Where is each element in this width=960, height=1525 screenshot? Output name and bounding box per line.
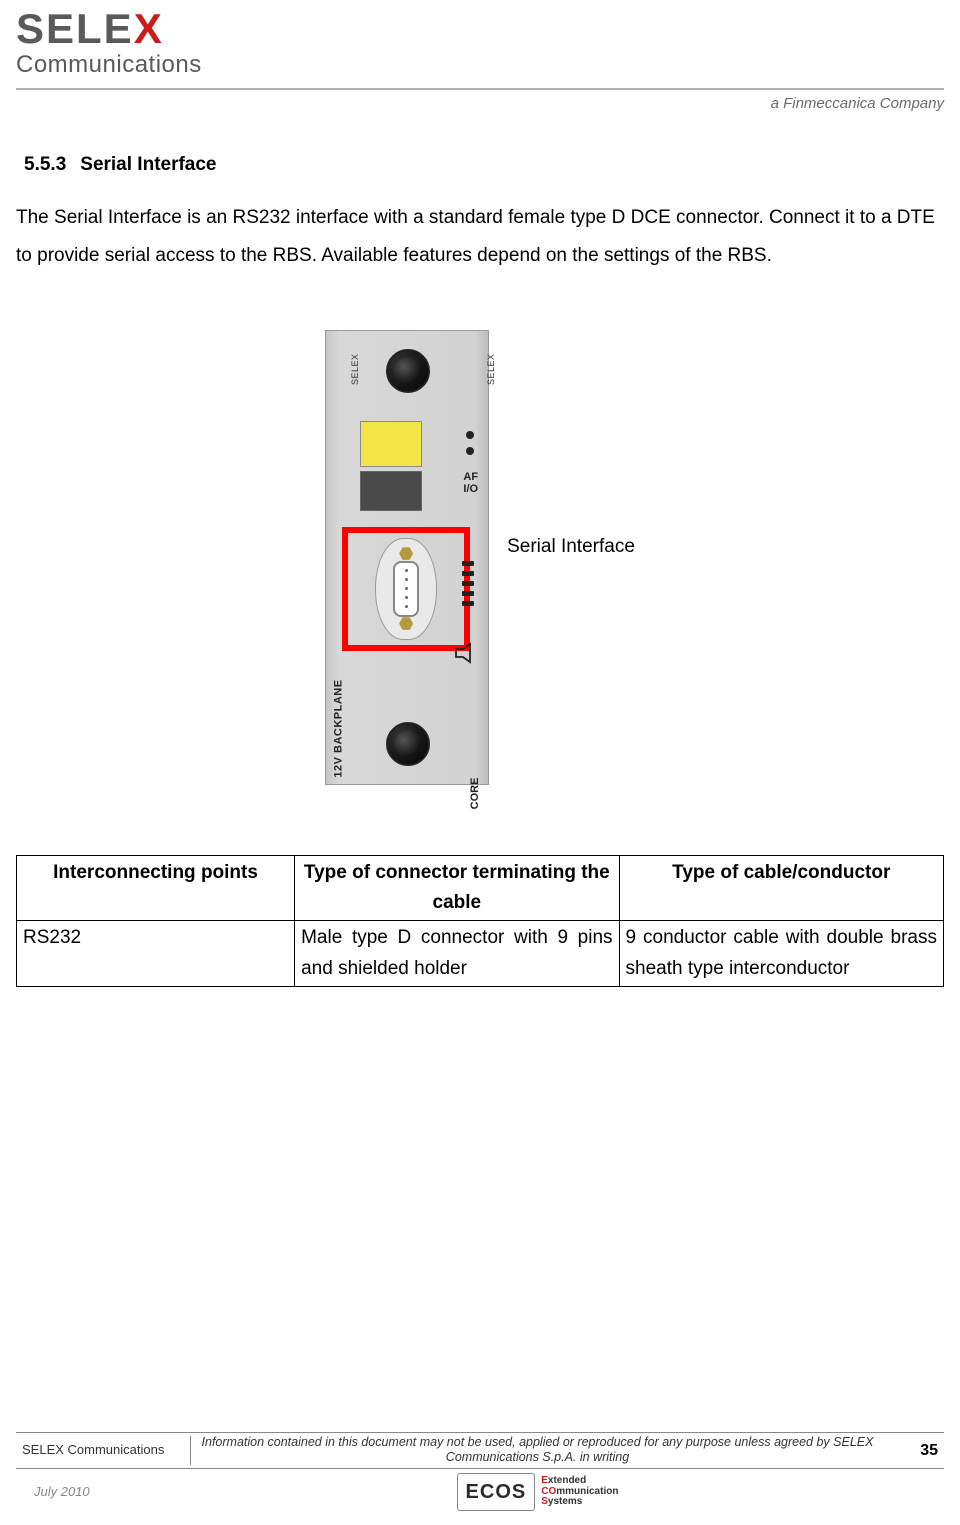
knob-top-icon — [386, 349, 430, 393]
table-header: Type of connector terminating the cable — [295, 855, 619, 921]
table-header: Type of cable/conductor — [619, 855, 943, 921]
yellow-module-icon — [360, 421, 422, 467]
ecos-s: S — [541, 1496, 548, 1507]
serial-highlight-frame — [342, 527, 470, 651]
figure: SELEX SELEX AF I/O — [16, 330, 944, 785]
device-brand-left: SELEX — [348, 353, 362, 385]
core-label: CORE — [468, 778, 486, 810]
logo-text-grey: SELE — [16, 10, 134, 48]
device-brand-right: SELEX — [484, 353, 498, 385]
logo-primary: SELEX — [16, 10, 202, 48]
logo-text-red: X — [134, 10, 164, 48]
table-header-row: Interconnecting points Type of connector… — [17, 855, 944, 921]
ecos-logo: ECOS Extended COmmunication Systems — [191, 1473, 884, 1511]
footer-disclaimer: Information contained in this document m… — [191, 1433, 884, 1468]
ecos-badge: ECOS — [457, 1473, 536, 1511]
af-label: AF — [463, 471, 478, 483]
db9-connector-icon — [375, 538, 437, 640]
logo-subtitle: Communications — [16, 46, 202, 84]
vent-slots-icon — [462, 561, 474, 613]
company-tagline: a Finmeccanica Company — [771, 92, 944, 116]
page-header: SELEX Communications a Finmeccanica Comp… — [16, 10, 944, 90]
ecos-ystems: ystems — [548, 1496, 582, 1507]
table-cell: 9 conductor cable with double brass shea… — [619, 921, 943, 987]
ecos-mmunication: mmunication — [556, 1486, 618, 1497]
footer-date: July 2010 — [16, 1482, 191, 1503]
footer-row-sub: July 2010 ECOS Extended COmmunication Sy… — [16, 1473, 944, 1511]
connector-table: Interconnecting points Type of connector… — [16, 855, 944, 988]
section-paragraph: The Serial Interface is an RS232 interfa… — [16, 199, 944, 275]
dark-module-icon — [360, 471, 422, 511]
table-row: RS232 Male type D connector with 9 pins … — [17, 921, 944, 987]
db9-slot-icon — [393, 561, 419, 617]
device-panel: SELEX SELEX AF I/O — [325, 330, 489, 785]
table-cell: RS232 — [17, 921, 295, 987]
ecos-expansion: Extended COmmunication Systems — [541, 1476, 618, 1508]
section-title: Serial Interface — [80, 150, 216, 180]
screw-hex-icon — [399, 547, 413, 561]
screw-hex-icon — [399, 617, 413, 631]
logo: SELEX Communications — [16, 10, 202, 84]
ecos-e: E — [541, 1475, 548, 1486]
af-io-label: AF I/O — [463, 471, 478, 495]
page: SELEX Communications a Finmeccanica Comp… — [0, 0, 960, 1525]
section-number: 5.5.3 — [24, 150, 66, 180]
ecos-xtended: xtended — [548, 1475, 586, 1486]
figure-callout: Serial Interface — [507, 532, 635, 562]
footer-company: SELEX Communications — [16, 1436, 191, 1465]
page-footer: SELEX Communications Information contain… — [16, 1432, 944, 1511]
backplane-label: 12V BACKPLANE — [331, 679, 349, 777]
footer-page-number: 35 — [884, 1434, 944, 1468]
ecos-co: CO — [541, 1486, 556, 1497]
speaker-icon — [454, 642, 480, 664]
table-header: Interconnecting points — [17, 855, 295, 921]
table-cell: Male type D connector with 9 pins and sh… — [295, 921, 619, 987]
io-label: I/O — [463, 483, 478, 495]
footer-row-main: SELEX Communications Information contain… — [16, 1432, 944, 1469]
knob-bottom-icon — [386, 722, 430, 766]
section-heading: 5.5.3 Serial Interface — [16, 150, 944, 180]
indicator-leds-icon — [466, 431, 474, 455]
